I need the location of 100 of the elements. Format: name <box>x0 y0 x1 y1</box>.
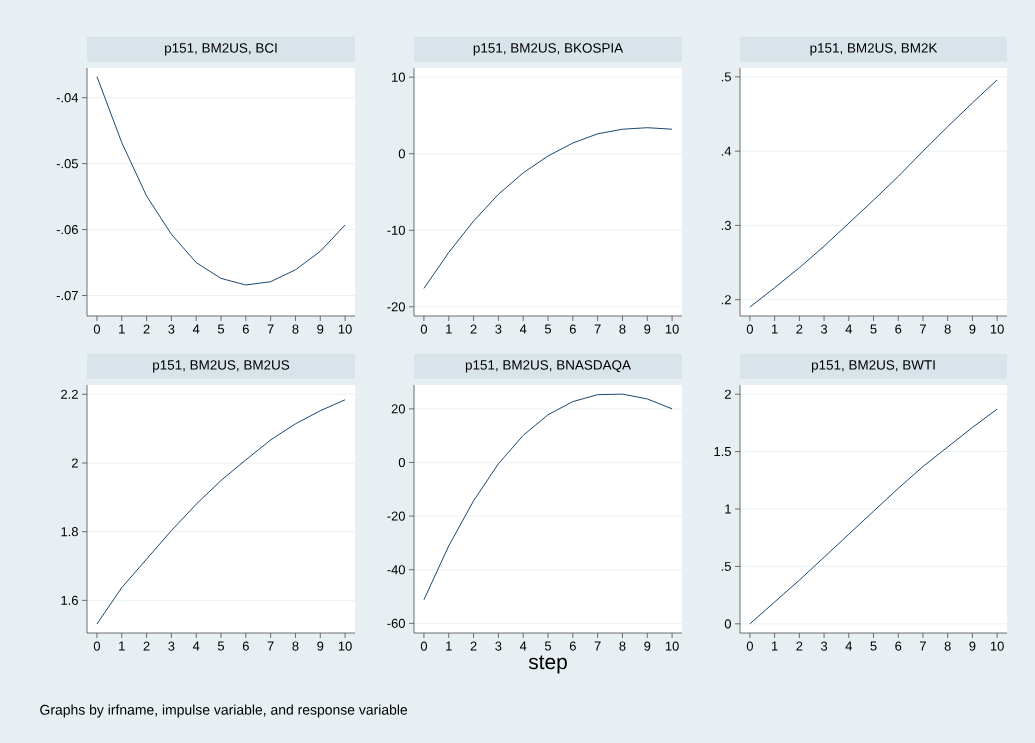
x-tick-label: 4 <box>519 324 527 334</box>
x-tick-label: 6 <box>569 641 576 651</box>
x-tick-label: 6 <box>895 324 902 334</box>
x-tick-label: 2 <box>470 324 477 334</box>
x-tick-label: 9 <box>644 324 651 334</box>
x-tick-label: 7 <box>920 641 926 651</box>
y-tick-label: 2 <box>724 389 731 399</box>
x-tick-label: 5 <box>870 641 877 651</box>
y-tick-label: 20 <box>391 404 405 414</box>
x-tick-label: 2 <box>143 641 150 651</box>
y-tick-label: .2 <box>721 295 731 305</box>
x-tick-label: 3 <box>168 641 175 651</box>
x-tick-label: 4 <box>519 641 527 651</box>
x-tick-label: 0 <box>93 324 101 334</box>
x-tick-label: 6 <box>895 641 902 651</box>
y-tick-label: 0 <box>724 619 731 629</box>
line-series <box>96 399 346 625</box>
y-tick-label: 1 <box>725 504 731 514</box>
line-series <box>423 127 673 289</box>
x-axis-title: step <box>528 655 567 674</box>
x-tick-label: 8 <box>944 641 951 651</box>
x-tick-label: 2 <box>470 641 477 651</box>
x-tick-label: 6 <box>569 324 576 334</box>
x-tick-label: 0 <box>746 641 753 651</box>
chart-title: p151, BM2US, BCI <box>165 43 277 56</box>
x-tick-label: 4 <box>845 324 853 334</box>
x-tick-label: 7 <box>267 324 274 334</box>
x-tick-label: 3 <box>820 324 828 334</box>
x-tick-label: 3 <box>495 324 502 334</box>
chart-title: p151, BM2US, BM2US <box>153 360 290 373</box>
y-tick-label: 0 <box>398 457 405 468</box>
y-tick-label: 2.2 <box>61 389 78 399</box>
x-tick-label: 7 <box>267 641 274 651</box>
x-tick-label: 3 <box>168 324 175 334</box>
x-tick-label: 10 <box>990 324 1004 334</box>
x-tick-label: 8 <box>944 324 951 334</box>
y-tick-label: -20 <box>387 302 405 312</box>
x-tick-label: 8 <box>292 324 299 334</box>
x-tick-label: 5 <box>217 641 225 651</box>
x-tick-label: 5 <box>544 641 552 651</box>
x-tick-label: 1 <box>119 324 125 334</box>
x-tick-label: 10 <box>990 641 1004 651</box>
y-tick-label: .5 <box>721 72 731 82</box>
x-tick-label: 10 <box>665 324 679 334</box>
x-tick-label: 10 <box>338 324 352 334</box>
x-tick-label: 9 <box>969 641 976 651</box>
x-tick-label: 7 <box>920 324 926 334</box>
y-tick-label: .5 <box>721 561 731 571</box>
x-tick-label: 7 <box>594 324 601 334</box>
x-tick-label: 4 <box>192 641 200 651</box>
x-tick-label: 1 <box>772 324 778 334</box>
y-tick-label: -.06 <box>56 225 78 235</box>
y-tick-label: -10 <box>387 225 405 235</box>
x-tick-label: 9 <box>644 641 651 651</box>
x-tick-label: 10 <box>338 641 352 651</box>
x-tick-label: 5 <box>870 324 877 334</box>
y-tick-label: .4 <box>721 146 732 156</box>
y-tick-label: -60 <box>387 618 405 628</box>
chart-title: p151, BM2US, BWTI <box>811 360 935 373</box>
x-tick-label: 8 <box>619 641 626 651</box>
x-tick-label: 6 <box>242 641 249 651</box>
x-tick-label: 1 <box>772 641 778 651</box>
x-tick-label: 5 <box>544 324 552 334</box>
x-tick-label: 0 <box>420 324 428 334</box>
y-tick-label: 0 <box>398 149 405 159</box>
x-tick-label: 9 <box>317 324 324 334</box>
x-tick-label: 1 <box>446 641 452 651</box>
x-tick-label: 3 <box>820 641 828 651</box>
x-tick-label: 8 <box>292 641 299 651</box>
y-tick-label: -20 <box>387 511 405 521</box>
x-tick-label: 1 <box>446 324 452 334</box>
y-tick-label: 2 <box>71 458 78 468</box>
x-tick-label: 9 <box>969 324 976 334</box>
chart-title: p151, BM2US, BM2K <box>810 43 938 56</box>
x-tick-label: 0 <box>93 641 101 651</box>
line-series <box>96 76 346 286</box>
y-tick-label: -.04 <box>56 93 79 103</box>
y-tick-label: -.05 <box>56 159 78 169</box>
x-tick-label: 0 <box>746 324 753 334</box>
x-tick-label: 2 <box>143 324 150 334</box>
x-tick-label: 7 <box>594 641 601 651</box>
x-tick-label: 5 <box>217 324 225 334</box>
chart-title: p151, BM2US, BNASDAQA <box>465 360 631 373</box>
x-tick-label: 9 <box>317 641 324 651</box>
x-tick-label: 0 <box>420 641 428 651</box>
y-tick-label: -40 <box>387 565 405 575</box>
x-tick-label: 6 <box>242 324 249 334</box>
x-tick-label: 4 <box>845 641 853 651</box>
x-tick-label: 2 <box>796 641 803 651</box>
chart-title: p151, BM2US, BKOSPIA <box>473 43 624 56</box>
y-tick-label: 10 <box>392 72 405 82</box>
y-tick-label: -.07 <box>56 290 78 301</box>
text: Graphs by irfname, impulse variable, and response variable <box>40 704 408 718</box>
x-tick-label: 3 <box>495 641 502 651</box>
y-tick-label: 1.5 <box>714 447 731 457</box>
y-tick-label: .3 <box>721 220 731 230</box>
x-tick-label: 1 <box>119 641 125 651</box>
x-tick-label: 8 <box>619 324 626 334</box>
x-tick-label: 4 <box>192 324 200 334</box>
line-series <box>423 393 673 601</box>
